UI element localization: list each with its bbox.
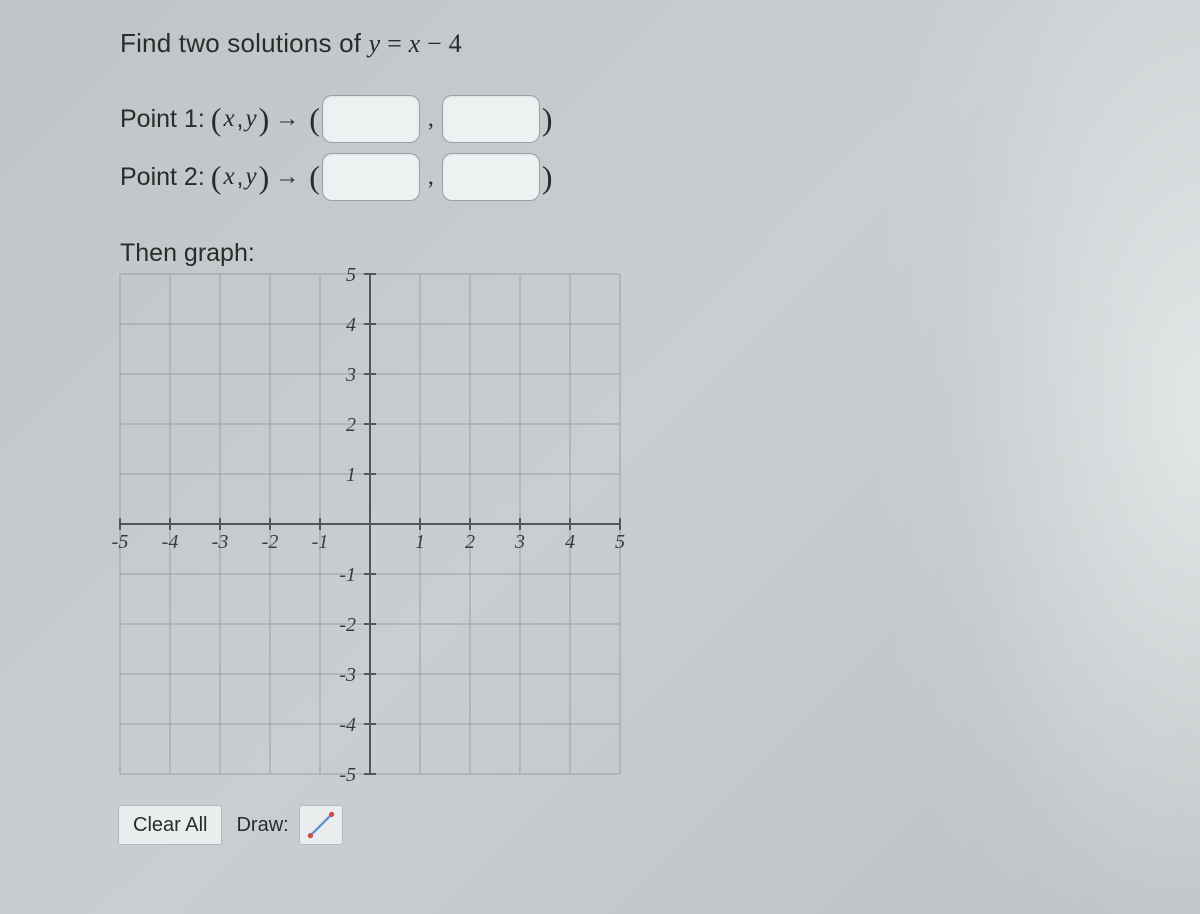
svg-text:-5: -5 bbox=[112, 531, 129, 553]
point-1-y-input[interactable] bbox=[442, 95, 540, 143]
equation-rhs-rest: − 4 bbox=[420, 29, 461, 58]
line-segment-icon bbox=[306, 808, 336, 842]
close-paren: ) bbox=[259, 161, 270, 193]
prompt-lead: Find two solutions of bbox=[120, 28, 369, 58]
svg-text:-2: -2 bbox=[262, 531, 279, 553]
svg-text:3: 3 bbox=[345, 364, 356, 386]
line-tool-button[interactable] bbox=[299, 805, 343, 845]
svg-text:-1: -1 bbox=[312, 531, 329, 553]
svg-text:-5: -5 bbox=[339, 764, 356, 786]
equation-rhs-var: x bbox=[409, 29, 421, 58]
point-2-label: Point 2: bbox=[120, 163, 205, 192]
svg-text:5: 5 bbox=[615, 531, 625, 553]
open-paren: ( bbox=[211, 161, 222, 193]
point-1-var-y: y bbox=[246, 105, 257, 133]
svg-text:4: 4 bbox=[565, 531, 575, 553]
point-2-x-input[interactable] bbox=[322, 153, 420, 201]
point-2-y-input[interactable] bbox=[442, 153, 540, 201]
equation-eq: = bbox=[380, 29, 408, 58]
close-paren: ) bbox=[542, 161, 553, 193]
coordinate-graph[interactable]: -5 -4 -3 -2 -1 1 2 3 4 5 -5 -4 -3 -2 -1 1 2 3 4 5 bbox=[70, 264, 670, 794]
close-paren: ) bbox=[542, 103, 553, 135]
svg-text:1: 1 bbox=[346, 464, 356, 486]
point-row-1: Point 1: (x, y) → ( , ) bbox=[120, 95, 940, 143]
svg-text:2: 2 bbox=[465, 531, 475, 553]
point-1-var-x: x bbox=[223, 105, 234, 133]
open-paren: ( bbox=[211, 103, 222, 135]
point-2-var-x: x bbox=[223, 163, 234, 191]
svg-text:-4: -4 bbox=[162, 531, 179, 553]
comma: , bbox=[428, 164, 434, 191]
close-paren: ) bbox=[259, 103, 270, 135]
arrow-icon: → bbox=[275, 164, 299, 191]
arrow-icon: → bbox=[275, 106, 299, 133]
svg-text:-1: -1 bbox=[339, 564, 356, 586]
svg-text:-4: -4 bbox=[339, 714, 356, 736]
question-prompt: Find two solutions of y = x − 4 bbox=[120, 28, 940, 59]
equation-lhs: y bbox=[369, 29, 381, 58]
svg-text:1: 1 bbox=[415, 531, 425, 553]
point-2-var-y: y bbox=[246, 163, 257, 191]
open-paren: ( bbox=[309, 103, 320, 135]
point-row-2: Point 2: (x, y) → ( , ) bbox=[120, 153, 940, 201]
svg-text:2: 2 bbox=[346, 414, 356, 436]
svg-text:5: 5 bbox=[346, 264, 356, 286]
open-paren: ( bbox=[309, 161, 320, 193]
svg-text:-3: -3 bbox=[339, 664, 356, 686]
svg-text:4: 4 bbox=[346, 314, 356, 336]
point-1-label: Point 1: bbox=[120, 105, 205, 134]
graph-toolbar: Clear All Draw: bbox=[118, 805, 940, 845]
comma: , bbox=[428, 106, 434, 133]
point-1-x-input[interactable] bbox=[322, 95, 420, 143]
draw-label: Draw: bbox=[236, 814, 288, 837]
clear-all-button[interactable]: Clear All bbox=[118, 805, 222, 845]
svg-text:-2: -2 bbox=[339, 614, 356, 636]
svg-text:3: 3 bbox=[514, 531, 525, 553]
svg-text:-3: -3 bbox=[212, 531, 229, 553]
